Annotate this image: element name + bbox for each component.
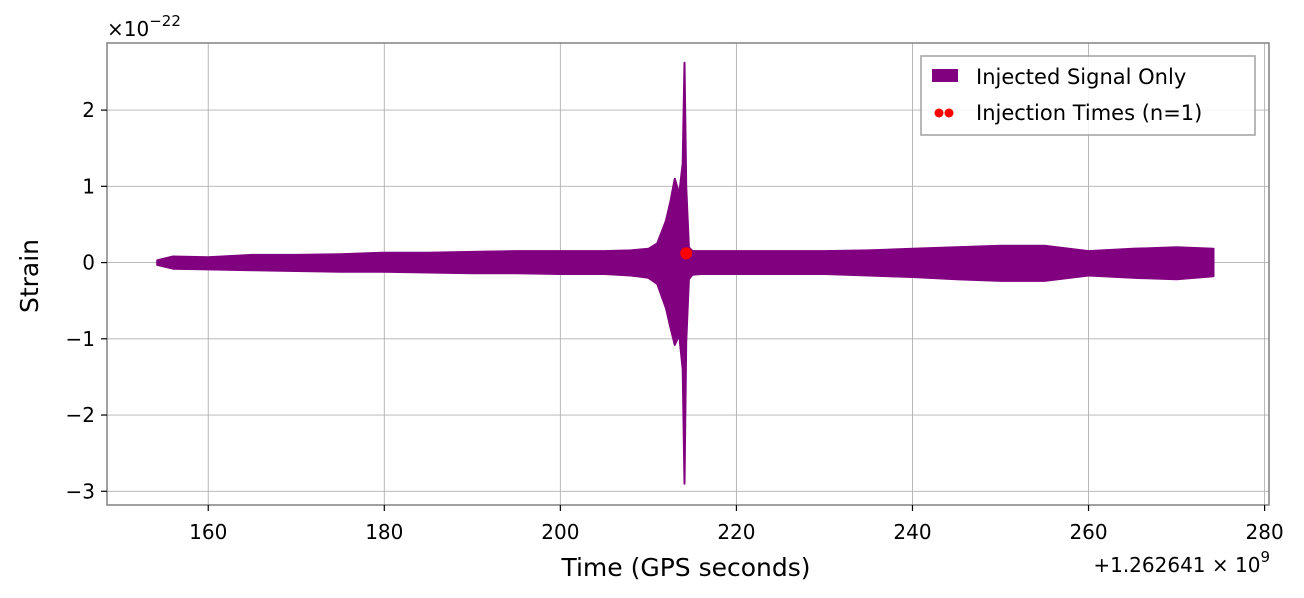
svg-text:×10−22: ×10−22 — [107, 12, 181, 41]
y-multiplier-base: ×10 — [107, 17, 149, 41]
x-tick-label: 240 — [893, 520, 931, 544]
x-ticks: 160 180 200 220 240 260 280 — [189, 505, 1284, 544]
y-tick-label: 2 — [82, 98, 95, 122]
plot-frame — [106, 42, 1270, 506]
x-offset-exponent: 9 — [1260, 548, 1270, 566]
x-offset: +1.262641 × 109 — [1093, 548, 1270, 577]
x-tick-label: 220 — [717, 520, 755, 544]
legend-box — [920, 55, 1256, 136]
x-tick-label: 280 — [1246, 520, 1284, 544]
x-tick-label: 160 — [189, 520, 227, 544]
y-tick-label: 1 — [82, 174, 95, 198]
x-tick-label: 200 — [541, 520, 579, 544]
x-axis-title: Time (GPS seconds) — [560, 553, 810, 582]
legend: Injected Signal Only Injection Times (n=… — [920, 55, 1256, 136]
y-ticks: −3 −2 −1 0 1 2 — [66, 98, 107, 503]
legend-marker-injection-b — [944, 108, 954, 118]
y-multiplier-exponent: −22 — [149, 12, 181, 30]
y-tick-label: −2 — [66, 403, 95, 427]
y-tick-label: −3 — [66, 479, 95, 503]
legend-swatch-signal — [932, 69, 958, 82]
injection-time-marker — [680, 247, 693, 260]
y-multiplier: ×10−22 — [107, 12, 181, 41]
y-axis-title: Strain — [15, 239, 44, 313]
y-tick-label: 0 — [82, 251, 95, 275]
signal-envelope — [156, 61, 1215, 485]
legend-label-injection: Injection Times (n=1) — [976, 101, 1202, 125]
svg-text:+1.262641 × 109: +1.262641 × 109 — [1093, 548, 1270, 577]
x-tick-label: 260 — [1069, 520, 1107, 544]
x-tick-label: 180 — [365, 520, 403, 544]
series-layer — [156, 61, 1215, 485]
x-offset-base: +1.262641 × 10 — [1093, 553, 1260, 577]
y-tick-label: −1 — [66, 327, 95, 351]
legend-label-signal: Injected Signal Only — [976, 65, 1186, 89]
legend-marker-injection-a — [934, 108, 944, 118]
